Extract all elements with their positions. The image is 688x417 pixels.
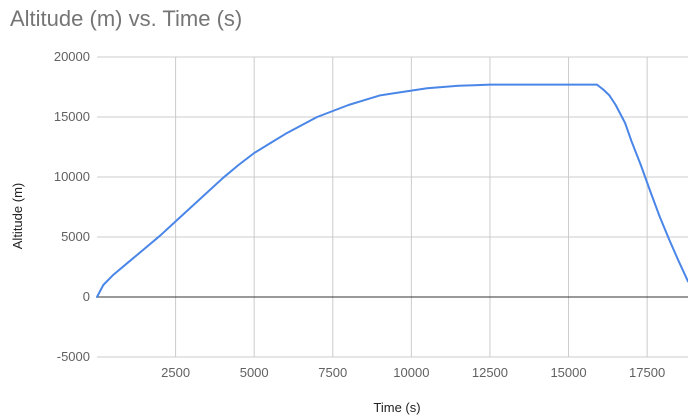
y-tick-label: 15000: [54, 109, 90, 124]
x-tick-labels: 2500 5000 7500 10000 12500 15000 17500: [161, 365, 665, 380]
chart-title: Altitude (m) vs. Time (s): [10, 6, 243, 31]
x-tick-label: 10000: [393, 365, 429, 380]
x-tick-label: 2500: [161, 365, 190, 380]
y-tick-label: 10000: [54, 169, 90, 184]
y-tick-labels: -5000 0 5000 10000 15000 20000: [54, 49, 90, 364]
x-tick-label: 15000: [550, 365, 586, 380]
x-axis-label: Time (s): [373, 400, 420, 415]
x-tick-label: 7500: [318, 365, 347, 380]
grid-lines: [97, 56, 688, 358]
series-layer: [96, 83, 688, 298]
x-tick-label: 12500: [472, 365, 508, 380]
y-tick-label: 5000: [61, 229, 90, 244]
altitude-series-line: [96, 83, 688, 298]
y-tick-label: 20000: [54, 49, 90, 64]
x-tick-label: 17500: [629, 365, 665, 380]
x-tick-label: 5000: [240, 365, 269, 380]
y-tick-label: 0: [83, 289, 90, 304]
y-tick-label: -5000: [57, 349, 90, 364]
y-axis-label: Altitude (m): [10, 183, 25, 249]
